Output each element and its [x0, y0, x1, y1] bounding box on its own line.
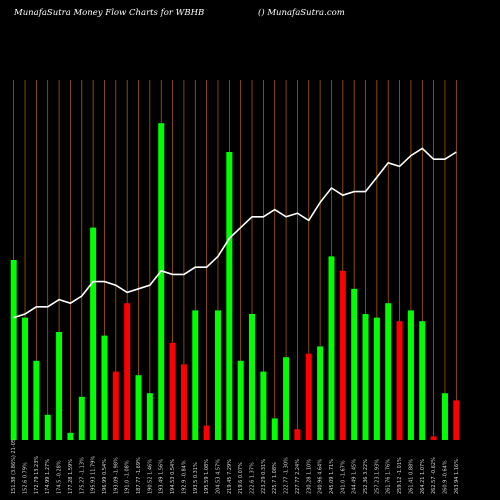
price-line — [13, 147, 457, 319]
x-tick-label: 230.28 1.10% — [306, 459, 312, 494]
bar — [226, 152, 233, 440]
bar — [373, 317, 380, 440]
bar — [101, 335, 108, 440]
x-tick-label: 244.49 1.45% — [352, 459, 358, 494]
price-line-layer — [13, 147, 457, 319]
x-tick-label: 240.96 4.64% — [318, 459, 324, 494]
x-tick-label: 204.53 4.57% — [215, 459, 221, 494]
x-tick-label: 257.23 1.93% — [374, 459, 380, 494]
bar — [430, 436, 437, 440]
x-tick-label: 174.99 1.27% — [45, 459, 51, 494]
x-tick-label: 192.9 -0.84% — [181, 460, 187, 494]
bar — [339, 270, 346, 440]
bar — [169, 342, 176, 440]
x-tick-label: 262.57 -0.62% — [431, 457, 437, 494]
x-tick-label: 152.6 0.79% — [23, 462, 29, 494]
x-tick-label: 190.52 1.46% — [147, 459, 153, 494]
bar — [249, 314, 256, 440]
x-tick-label: 222.77 -1.30% — [284, 457, 290, 494]
x-tick-label: 219.45 7.29% — [227, 459, 233, 494]
bar — [283, 357, 290, 440]
bar — [419, 321, 426, 440]
x-tick-label: 261.41 0.88% — [408, 459, 414, 494]
chart-title: MunafaSutra Money Flow Charts for WBHB — [14, 8, 205, 18]
x-tick-labels: 151.38 (3.86%) 21-05 152.6 0.79% 172.79 13… — [11, 439, 460, 494]
x-tick-label: 222.6 1.37% — [250, 462, 256, 494]
x-tick-label: 151.38 (3.86%) 21-05 — [11, 439, 17, 494]
bar — [317, 346, 324, 440]
bar — [158, 123, 165, 440]
bar — [271, 418, 278, 440]
bar — [453, 400, 460, 440]
bar — [396, 321, 403, 440]
x-tick-label: 252.36 3.22% — [363, 459, 369, 494]
bars — [10, 123, 460, 440]
bar — [180, 364, 187, 440]
site-credit: () MunafaSutra.com — [258, 8, 345, 18]
bar — [135, 375, 142, 440]
x-tick-label: 195.59 1.08% — [204, 459, 210, 494]
x-tick-label: 263.94 1.16% — [454, 459, 460, 494]
x-tick-label: 245.09 1.71% — [329, 459, 335, 494]
bar — [192, 310, 199, 440]
bar — [294, 429, 301, 440]
bar — [385, 303, 392, 440]
x-tick-label: 241.0 -1.67% — [340, 460, 346, 494]
x-tick-label: 227.77 2.24% — [295, 459, 301, 494]
x-tick-label: 172.79 13.23% — [34, 456, 40, 494]
bar — [67, 432, 74, 440]
x-tick-label: 187.77 -1.69% — [136, 457, 142, 494]
x-tick-label: 196.99 0.54% — [102, 459, 108, 494]
bar — [112, 371, 119, 440]
x-tick-label: 195.93 11.79% — [91, 456, 97, 494]
x-tick-label: 194.53 0.54% — [170, 459, 176, 494]
x-tick-label: 260.9 -0.64% — [442, 460, 448, 494]
x-tick-label: 259.12 -1.01% — [397, 457, 403, 494]
bar — [214, 310, 221, 440]
bar — [10, 260, 17, 440]
bar — [203, 425, 210, 440]
bar — [362, 314, 369, 440]
bar — [351, 288, 358, 440]
bar — [78, 396, 85, 440]
bar — [44, 414, 51, 440]
bar — [90, 227, 97, 440]
x-tick-label: 177.28 1.59% — [68, 459, 74, 494]
bar — [260, 371, 267, 440]
bar — [146, 393, 153, 440]
x-tick-label: 193.5 0.31% — [193, 462, 199, 494]
bar — [407, 310, 414, 440]
bar — [56, 332, 63, 440]
x-tick-label: 219.6 0.07% — [238, 462, 244, 494]
bar — [33, 360, 40, 440]
x-tick-label: 193.49 1.56% — [159, 459, 165, 494]
bar — [328, 256, 335, 440]
x-tick-label: 174.5 -0.28% — [57, 460, 63, 494]
bar — [124, 303, 131, 440]
bar — [305, 353, 312, 440]
bar — [22, 317, 29, 440]
x-tick-label: 193.09 -1.98% — [113, 457, 119, 494]
x-tick-label: 225.7 1.08% — [272, 462, 278, 494]
x-tick-label: 175.27 -1.13% — [79, 457, 85, 494]
x-tick-label: 223.29 0.31% — [261, 459, 267, 494]
x-tick-label: 191.0 -1.08% — [125, 460, 131, 494]
bar — [441, 393, 448, 440]
bar — [237, 360, 244, 440]
x-tick-label: 264.21 1.07% — [420, 459, 426, 494]
x-tick-label: 261.76 1.76% — [386, 459, 392, 494]
